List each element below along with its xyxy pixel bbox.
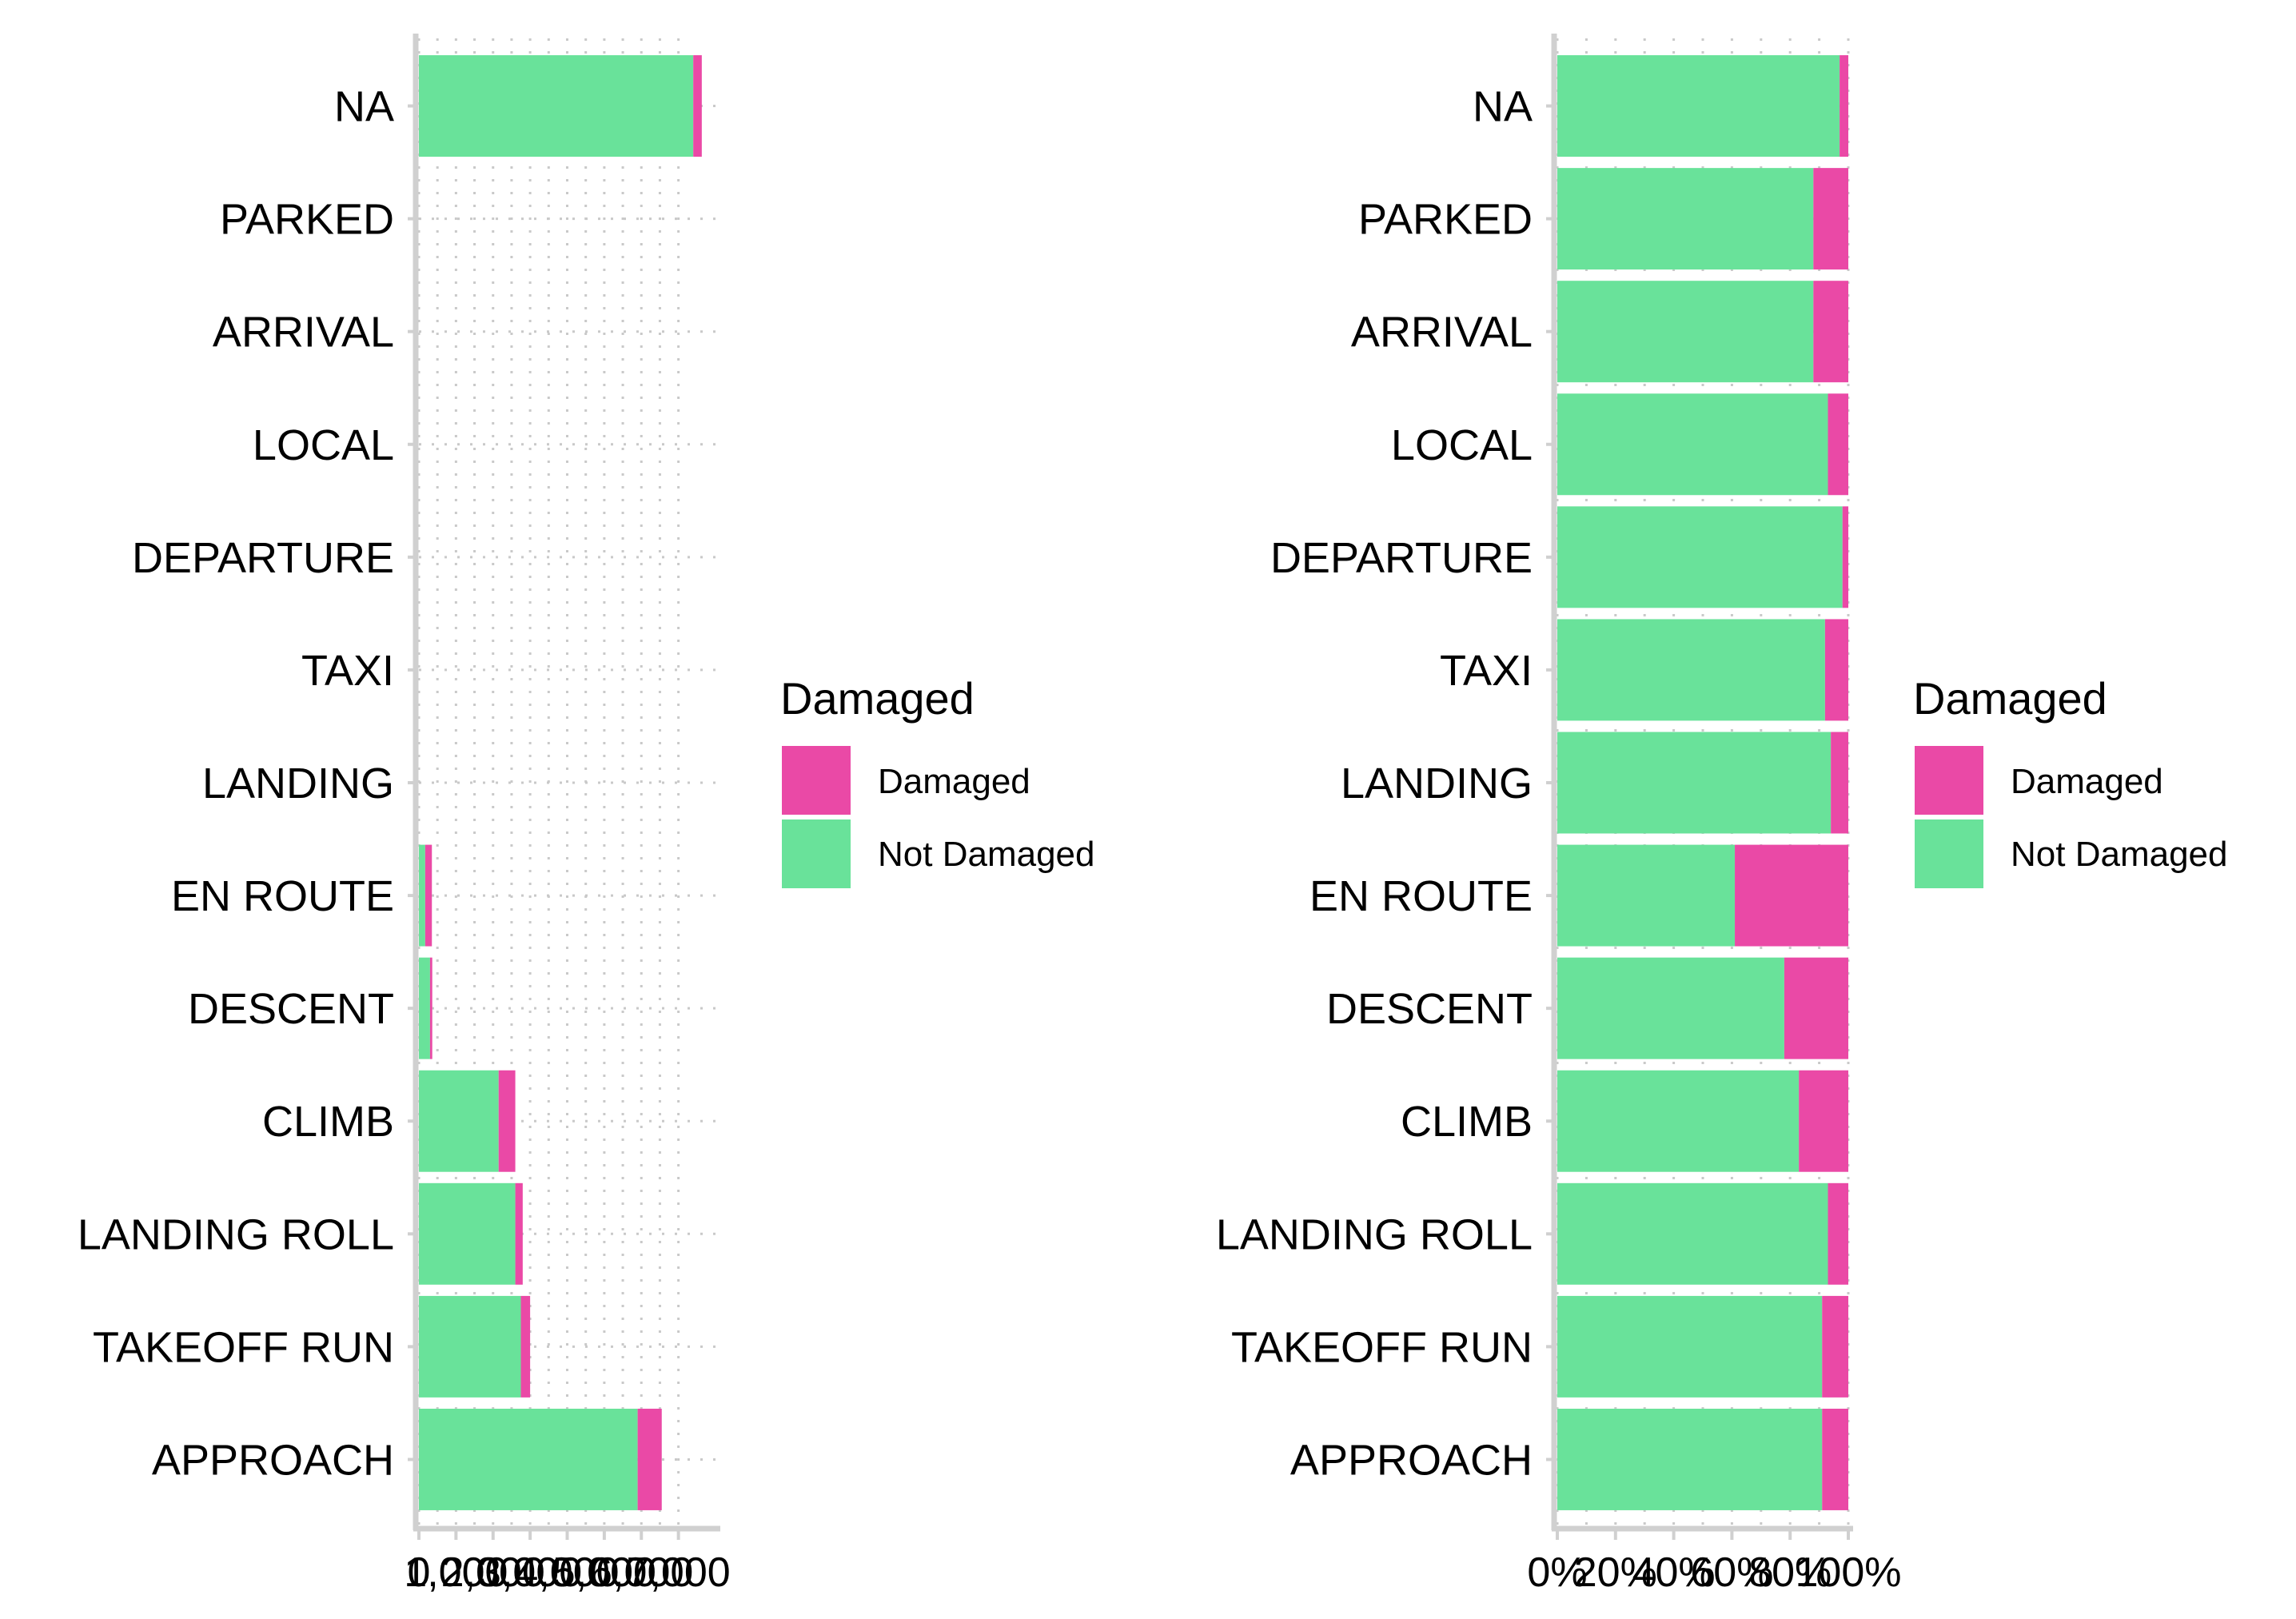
right-category-label-arrival: ARRIVAL: [1351, 309, 1533, 357]
right-category-label-landing: LANDING: [1341, 760, 1533, 808]
right-bar-descent-not-damaged: [1557, 957, 1784, 1059]
right-bar-landing-not-damaged: [1557, 732, 1832, 834]
right-legend-swatch-damaged: [1915, 746, 1983, 815]
right-bar-approach-not-damaged: [1557, 1408, 1823, 1510]
left-legend-swatch-damaged: [782, 746, 851, 815]
left-legend-label-damaged: Damaged: [878, 762, 1030, 801]
right-category-label-na: NA: [1473, 83, 1533, 131]
right-category-label-descent: DESCENT: [1326, 985, 1533, 1033]
right-category-label-landing-roll: LANDING ROLL: [1216, 1210, 1533, 1258]
right-x-tick-label-4: 80%: [1748, 1549, 1832, 1596]
left-bar-descent-not-damaged: [419, 957, 430, 1059]
right-bar-takeoff-run-damaged: [1822, 1295, 1848, 1398]
left-bar-climb-damaged: [498, 1070, 516, 1172]
right-legend-label-not-damaged: Not Damaged: [2011, 835, 2227, 874]
right-category-label-local: LOCAL: [1391, 421, 1533, 469]
left-category-label-arrival: ARRIVAL: [213, 309, 394, 357]
left-x-tick-label-5: 5,000: [552, 1549, 656, 1596]
left-category-label-taxi: TAXI: [301, 647, 394, 695]
right-category-label-approach: APPROACH: [1290, 1436, 1533, 1484]
right-bar-departure-not-damaged: [1557, 506, 1843, 608]
right-x-tick-label-5: 100%: [1796, 1549, 1902, 1596]
left-bar-na-not-damaged: [419, 55, 694, 158]
left-category-label-landing: LANDING: [202, 760, 394, 808]
right-bar-takeoff-run-not-damaged: [1557, 1295, 1823, 1398]
right-x-tick-label-1: 20%: [1574, 1549, 1657, 1596]
right-legend-swatch-not-damaged: [1915, 819, 1983, 888]
left-x-tick-label-3: 3,000: [478, 1549, 582, 1596]
left-bar-approach-damaged: [637, 1408, 662, 1510]
left-bar-takeoff-run-not-damaged: [419, 1295, 521, 1398]
left-category-label-climb: CLIMB: [262, 1098, 394, 1146]
left-x-tick-label-2: 2,000: [441, 1549, 545, 1596]
left-chart-panel: APPROACH TAKEOFF RUN LANDING ROLL CLIMB DESC…: [78, 34, 731, 1596]
right-category-label-takeoff-run: TAKEOFF RUN: [1231, 1323, 1533, 1371]
right-bar-parked-damaged: [1813, 168, 1848, 270]
left-x-tick-label-0: 0: [408, 1549, 431, 1596]
left-bar-climb-not-damaged: [419, 1070, 499, 1172]
right-bar-landing-roll-not-damaged: [1557, 1182, 1828, 1285]
right-category-label-taxi: TAXI: [1440, 647, 1533, 695]
right-legend-title: Damaged: [1913, 673, 2107, 724]
right-x-tick-label-0: 0%: [1527, 1549, 1587, 1596]
left-x-tick-label-6: 6,000: [589, 1549, 693, 1596]
right-category-label-en-route: EN ROUTE: [1309, 872, 1533, 920]
left-bar-landing-roll-not-damaged: [419, 1182, 516, 1285]
left-category-label-na: NA: [334, 83, 394, 131]
right-bar-local-damaged: [1828, 393, 1848, 496]
left-category-label-approach: APPROACH: [152, 1436, 394, 1484]
right-x-tick-label-3: 60%: [1690, 1549, 1773, 1596]
left-category-label-departure: DEPARTURE: [132, 534, 394, 582]
right-bar-landing-roll-damaged: [1828, 1182, 1848, 1285]
left-category-label-local: LOCAL: [253, 421, 394, 469]
left-bar-en-route-not-damaged: [419, 844, 425, 947]
right-bar-departure-damaged: [1842, 506, 1848, 608]
left-category-label-parked: PARKED: [220, 196, 394, 244]
left-x-tick-label-7: 7,000: [627, 1549, 731, 1596]
right-x-tick-label-2: 40%: [1632, 1549, 1716, 1596]
left-legend-title: Damaged: [780, 673, 975, 724]
left-bar-descent-damaged: [429, 957, 432, 1059]
left-x-tick-label-4: 4,000: [515, 1549, 619, 1596]
right-bar-na-not-damaged: [1557, 55, 1840, 158]
left-bar-approach-not-damaged: [419, 1408, 638, 1510]
right-bar-parked-not-damaged: [1557, 168, 1814, 270]
right-legend-label-damaged: Damaged: [2011, 762, 2163, 801]
right-legend: Damaged Damaged Not Damaged: [1913, 673, 2227, 888]
left-legend-swatch-not-damaged: [782, 819, 851, 888]
left-bar-takeoff-run-damaged: [520, 1295, 531, 1398]
left-category-label-takeoff-run: TAKEOFF RUN: [93, 1323, 394, 1371]
right-bar-approach-damaged: [1822, 1408, 1848, 1510]
left-category-label-landing-roll: LANDING ROLL: [78, 1210, 394, 1258]
left-category-label-descent: DESCENT: [188, 985, 394, 1033]
left-bar-landing-roll-damaged: [515, 1182, 523, 1285]
right-bar-landing-damaged: [1831, 732, 1848, 834]
right-bar-arrival-damaged: [1813, 281, 1848, 383]
right-bar-local-not-damaged: [1557, 393, 1828, 496]
right-bar-climb-damaged: [1799, 1070, 1848, 1172]
right-bar-climb-not-damaged: [1557, 1070, 1800, 1172]
left-legend-label-not-damaged: Not Damaged: [878, 835, 1094, 874]
right-category-label-parked: PARKED: [1358, 196, 1533, 244]
left-bar-en-route-damaged: [425, 844, 432, 947]
right-bar-arrival-not-damaged: [1557, 281, 1814, 383]
left-bar-na-damaged: [693, 55, 702, 158]
right-chart-panel: APPROACH TAKEOFF RUN LANDING ROLL CLIMB DESC…: [1216, 34, 1902, 1596]
left-x-tick-label-1: 1,000: [404, 1549, 508, 1596]
right-bar-descent-damaged: [1784, 957, 1848, 1059]
left-legend: Damaged Damaged Not Damaged: [780, 673, 1094, 888]
right-category-label-climb: CLIMB: [1401, 1098, 1533, 1146]
right-bar-taxi-not-damaged: [1557, 619, 1825, 721]
right-category-label-departure: DEPARTURE: [1270, 534, 1533, 582]
right-bar-taxi-damaged: [1824, 619, 1848, 721]
right-bar-en-route-damaged: [1735, 844, 1848, 947]
right-bar-na-damaged: [1840, 55, 1848, 158]
right-bar-en-route-not-damaged: [1557, 844, 1736, 947]
left-category-label-en-route: EN ROUTE: [171, 872, 394, 920]
